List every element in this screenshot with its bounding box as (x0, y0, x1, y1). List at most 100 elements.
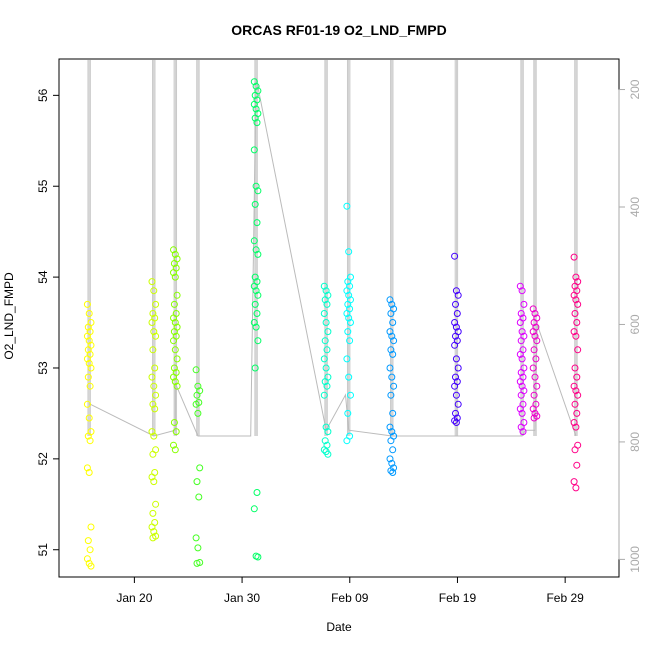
data-point (518, 328, 526, 336)
data-point (520, 300, 528, 308)
data-point (170, 314, 177, 322)
data-point (252, 105, 260, 113)
data-point (170, 260, 178, 267)
data-point (148, 373, 156, 381)
data-point (451, 341, 459, 349)
data-point (386, 296, 394, 304)
data-point (573, 373, 581, 381)
data-point (345, 291, 353, 299)
data-point (195, 493, 203, 501)
data-point (452, 419, 460, 426)
series-flight-11 (529, 305, 541, 422)
series-flight-8 (386, 296, 398, 476)
data-point (148, 428, 156, 436)
data-point (192, 366, 200, 374)
data-point (320, 310, 328, 317)
data-point (148, 523, 156, 531)
data-point (170, 328, 178, 336)
data-point (320, 355, 328, 363)
data-point (518, 355, 526, 363)
data-point (570, 478, 578, 486)
data-point (572, 484, 580, 492)
data-point (250, 100, 258, 108)
data-point (531, 332, 539, 340)
data-point (517, 391, 525, 399)
data-point (531, 310, 539, 317)
y-tick-label: 51 (36, 543, 50, 557)
data-point (570, 382, 578, 390)
data-point (571, 282, 579, 290)
data-point (386, 364, 394, 372)
data-point (571, 310, 579, 317)
data-point (83, 355, 91, 363)
data-point (149, 509, 157, 517)
data-point (388, 300, 396, 308)
y2-tick-label: 200 (628, 79, 642, 99)
data-point (454, 364, 462, 372)
series-flight-9 (451, 252, 462, 426)
data-point (387, 391, 395, 399)
x-tick-label: Jan 20 (116, 591, 152, 605)
data-point (389, 409, 397, 417)
data-point (570, 253, 578, 261)
data-point (150, 478, 158, 486)
data-point (343, 437, 351, 445)
axes-layer: 51 52 53 54 55 56 200 400 600 800 1000 Jan 20 Jan 30… (36, 79, 642, 605)
data-point (451, 319, 459, 326)
data-point (148, 473, 156, 481)
y2-tick-label: 800 (628, 432, 642, 452)
data-point (254, 337, 262, 345)
data-point (387, 467, 395, 475)
data-point (390, 337, 398, 345)
data-point (251, 364, 259, 372)
data-point (149, 346, 157, 354)
data-point (529, 364, 537, 372)
data-point (532, 355, 540, 363)
data-point (150, 432, 158, 440)
data-point (254, 291, 262, 299)
data-point (192, 534, 200, 542)
series-flight-3 (170, 246, 181, 454)
data-point (85, 359, 93, 367)
data-point (151, 364, 159, 372)
data-point (86, 382, 94, 390)
y2-tick-label: 400 (628, 197, 642, 217)
data-point (324, 450, 332, 458)
data-point (573, 461, 581, 469)
data-point (574, 391, 582, 399)
data-point (193, 478, 201, 486)
data-point (324, 328, 332, 336)
data-point (148, 319, 156, 326)
data-point (324, 428, 332, 436)
data-point (321, 437, 329, 445)
data-point (572, 296, 580, 304)
data-point (533, 337, 541, 345)
data-points-layer (83, 78, 582, 570)
data-point (453, 310, 461, 317)
data-point (149, 310, 157, 317)
data-point (193, 391, 201, 399)
data-point (250, 146, 258, 154)
data-point (83, 464, 91, 472)
data-point (149, 534, 157, 542)
data-point (171, 273, 179, 281)
data-point (530, 346, 538, 354)
data-point (152, 332, 160, 340)
data-point (574, 346, 582, 354)
data-point (452, 391, 460, 399)
data-point (572, 423, 580, 431)
data-point (172, 428, 180, 436)
data-point (250, 282, 258, 290)
data-point (530, 414, 538, 422)
data-point (389, 446, 397, 454)
data-point (574, 300, 582, 308)
data-point (83, 300, 91, 308)
data-point (84, 346, 92, 354)
series-flight-10 (516, 282, 528, 436)
data-point (386, 328, 394, 336)
data-point (343, 287, 351, 295)
x-tick-label: Jan 30 (224, 591, 260, 605)
data-point (170, 364, 178, 372)
y-tick-label: 56 (36, 88, 50, 102)
data-point (171, 378, 179, 386)
